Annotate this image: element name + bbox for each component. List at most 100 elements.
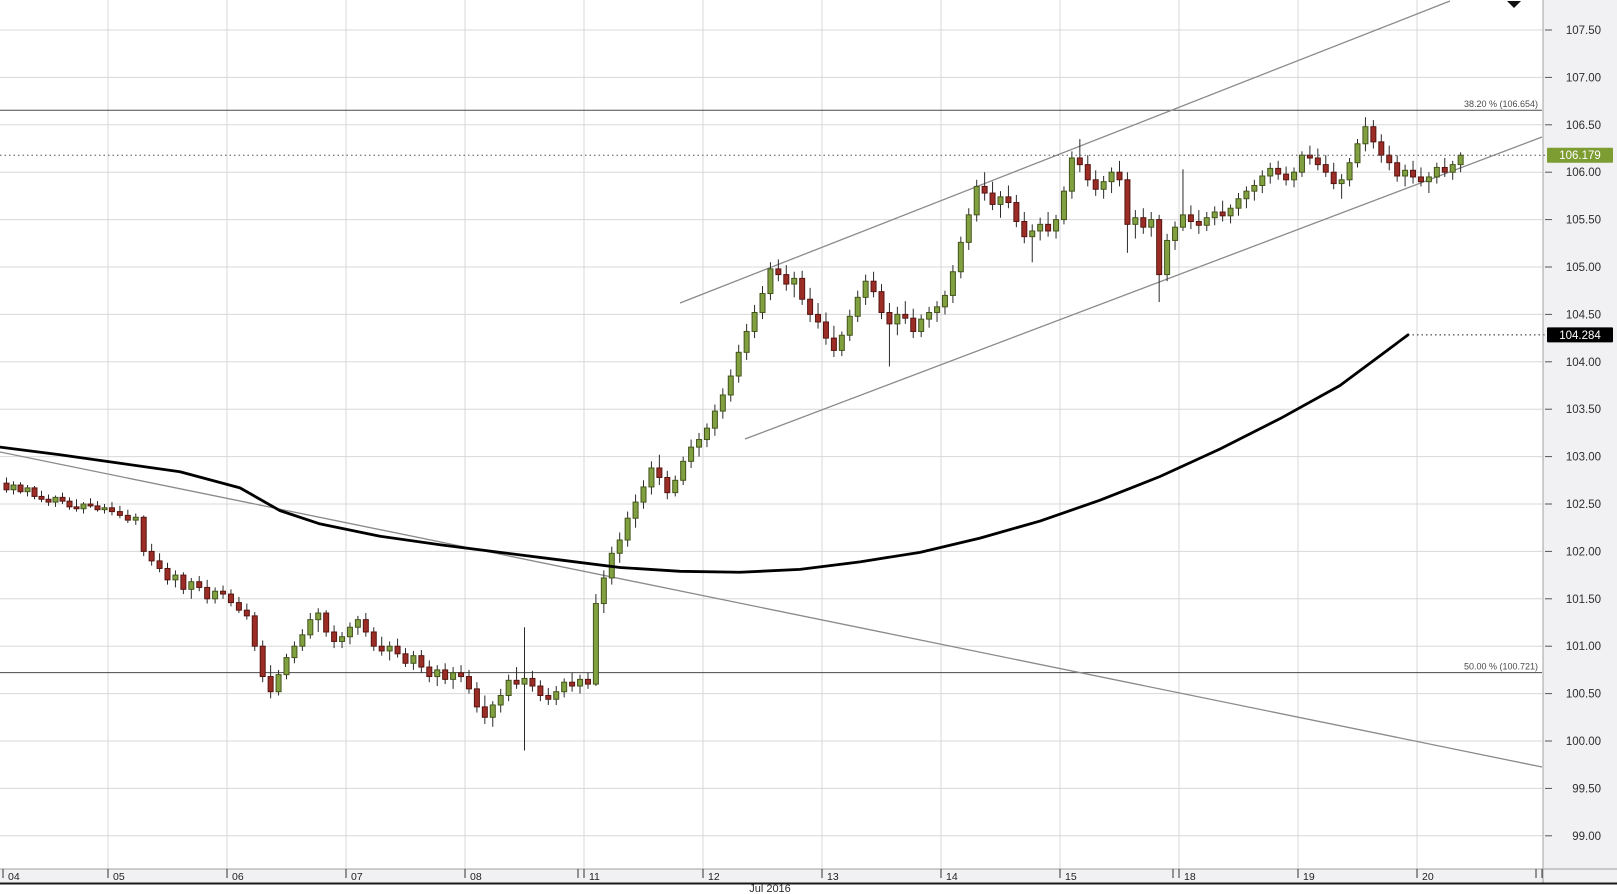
date-axis-strip[interactable] <box>0 869 1617 883</box>
bear-candle <box>1441 166 1448 173</box>
bear-candle <box>426 666 433 678</box>
bear-candle <box>807 298 814 315</box>
bull-candle <box>489 704 496 718</box>
bull-candle <box>1235 198 1242 209</box>
bull-candle <box>1211 211 1218 219</box>
bear-candle <box>442 669 449 680</box>
date-axis[interactable]: 04 05 06 07 08 11 12 13 14 15 18 19 20 <box>0 868 1617 885</box>
date-tick-label: 13 <box>827 871 839 883</box>
bull-candle <box>791 277 798 285</box>
bear-candle <box>1322 164 1329 173</box>
bull-candle <box>934 306 941 314</box>
bear-candle <box>1076 157 1083 166</box>
bear-candle <box>418 655 425 668</box>
price-level-dotted-lines <box>0 154 1547 336</box>
price-axis-strip[interactable] <box>1543 0 1617 883</box>
bear-candle <box>1195 220 1202 226</box>
bull-candle <box>592 603 599 685</box>
moving-average-line[interactable] <box>0 333 1410 574</box>
bull-candle <box>521 677 528 685</box>
bull-candle <box>616 539 623 554</box>
date-tick-label: 11 <box>589 871 600 883</box>
bull-candle <box>101 507 108 511</box>
bear-candle <box>878 291 885 314</box>
bear-candle <box>830 337 837 351</box>
bull-candle <box>10 484 17 491</box>
moving-average[interactable] <box>0 333 1410 574</box>
bull-candle <box>854 296 861 317</box>
price-tick-label: 100.50 <box>1566 689 1601 701</box>
bull-candle <box>957 241 964 273</box>
date-tick-label: 19 <box>1303 871 1315 883</box>
bear-candle <box>886 312 893 325</box>
bull-candle <box>132 516 139 521</box>
date-tick-label: 08 <box>470 871 482 883</box>
bull-candle <box>307 619 314 636</box>
trendline-ascending-channel-lower[interactable] <box>744 136 1543 440</box>
price-tick-label: 105.50 <box>1566 215 1601 227</box>
bear-candle <box>1116 171 1123 181</box>
bear-candle <box>981 185 988 194</box>
bull-candle <box>894 313 901 325</box>
bear-candle <box>1124 179 1131 225</box>
bear-candle <box>1386 154 1393 164</box>
trendlines[interactable] <box>0 0 1543 768</box>
bear-candle <box>259 645 266 678</box>
bear-candle <box>537 685 544 696</box>
bull-candle <box>688 446 695 462</box>
bull-candle <box>291 645 298 659</box>
bull-candle <box>1148 219 1155 228</box>
price-axis[interactable]: 107.50 107.00 106.50 106.00 105.50 105.00 104.… <box>1542 0 1601 883</box>
date-tick-label: 05 <box>113 871 125 883</box>
bull-candle <box>965 214 972 243</box>
bear-candle <box>664 476 671 494</box>
bull-candle <box>346 626 353 638</box>
bull-candle <box>24 487 31 493</box>
bear-candle <box>370 631 377 647</box>
gridlines <box>0 0 1542 869</box>
bull-candle <box>1164 239 1171 276</box>
bull-candle <box>1172 226 1179 241</box>
bear-candle <box>1092 179 1099 190</box>
bull-candle <box>1227 207 1234 217</box>
bear-candle <box>1283 173 1290 181</box>
bear-candle <box>1084 164 1091 181</box>
bear-candle <box>140 516 147 552</box>
bear-candle <box>989 192 996 205</box>
fibonacci-lines[interactable] <box>0 109 1542 674</box>
bear-candle <box>38 495 45 500</box>
bull-candle <box>172 574 179 581</box>
bull-candle <box>1132 217 1139 225</box>
bull-candle <box>1298 154 1305 173</box>
fib-38.2-label: 38.20 % (106.654) <box>1464 99 1538 109</box>
bull-candle <box>672 479 679 494</box>
price-tick-label: 104.50 <box>1566 309 1601 321</box>
bull-candle <box>505 679 512 696</box>
bear-candle <box>513 679 520 685</box>
bear-candle <box>267 676 274 693</box>
bull-candle <box>751 312 758 332</box>
bull-candle <box>577 678 584 687</box>
bear-candle <box>815 313 822 323</box>
trendline-descending-resistance[interactable] <box>0 451 1543 768</box>
bear-candle <box>331 631 338 642</box>
bear-candle <box>45 498 52 503</box>
bull-candle <box>680 460 687 481</box>
trendline-ascending-channel-upper[interactable] <box>679 0 1451 304</box>
bull-candle <box>1449 164 1456 173</box>
bear-candle <box>87 503 94 507</box>
bear-candle <box>3 482 10 491</box>
bull-candle <box>80 503 87 510</box>
bull-candle <box>997 196 1004 205</box>
bear-candle <box>569 681 576 687</box>
bull-candle <box>1354 143 1361 164</box>
price-tick-label: 107.50 <box>1566 25 1601 37</box>
down-triangle-marker[interactable] <box>1507 1 1521 8</box>
bear-candle <box>775 268 782 276</box>
date-tick-label: 14 <box>946 871 958 883</box>
bull-candle <box>624 517 631 541</box>
bear-candle <box>323 612 330 633</box>
